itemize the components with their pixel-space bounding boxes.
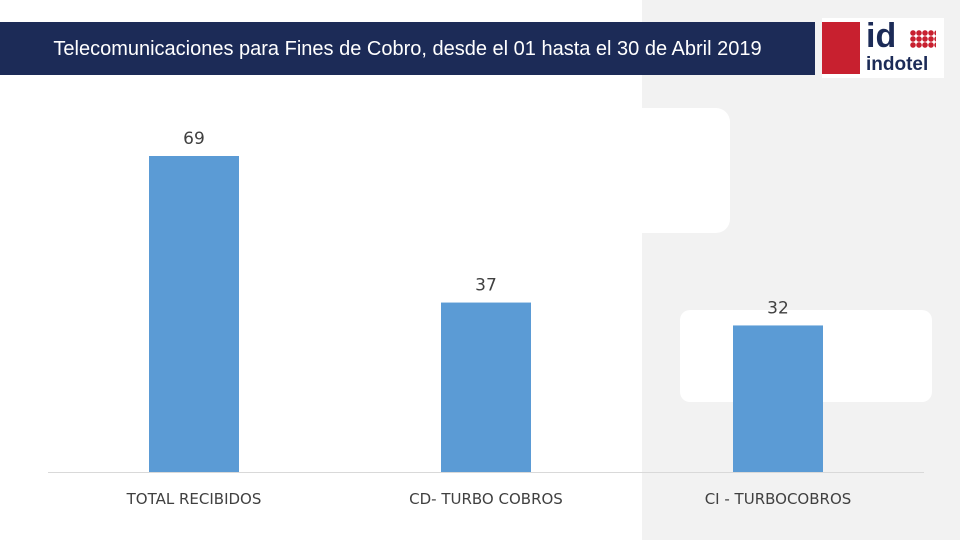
data-label: 69 — [183, 129, 205, 149]
background-watermark-notch — [630, 108, 730, 233]
chart-title: Telecomunicaciones para Fines de Cobro, … — [53, 37, 762, 60]
x-tick-label: TOTAL RECIBIDOS — [126, 490, 262, 508]
data-label: 32 — [767, 298, 789, 318]
x-tick-label: CI - TURBOCOBROS — [705, 490, 852, 508]
bar — [733, 325, 823, 472]
logo-mark-text: id — [866, 17, 897, 55]
logo-wordmark: indotel — [866, 54, 929, 75]
x-tick-label: CD- TURBO COBROS — [409, 490, 563, 508]
data-label: 37 — [475, 276, 497, 296]
title-banner: Telecomunicaciones para Fines de Cobro, … — [0, 22, 815, 75]
logo-red-block — [822, 22, 860, 74]
logo-dots-icon — [910, 30, 936, 48]
indotel-logo: id indotel — [822, 18, 944, 78]
bar — [441, 302, 531, 472]
bar — [149, 156, 239, 472]
